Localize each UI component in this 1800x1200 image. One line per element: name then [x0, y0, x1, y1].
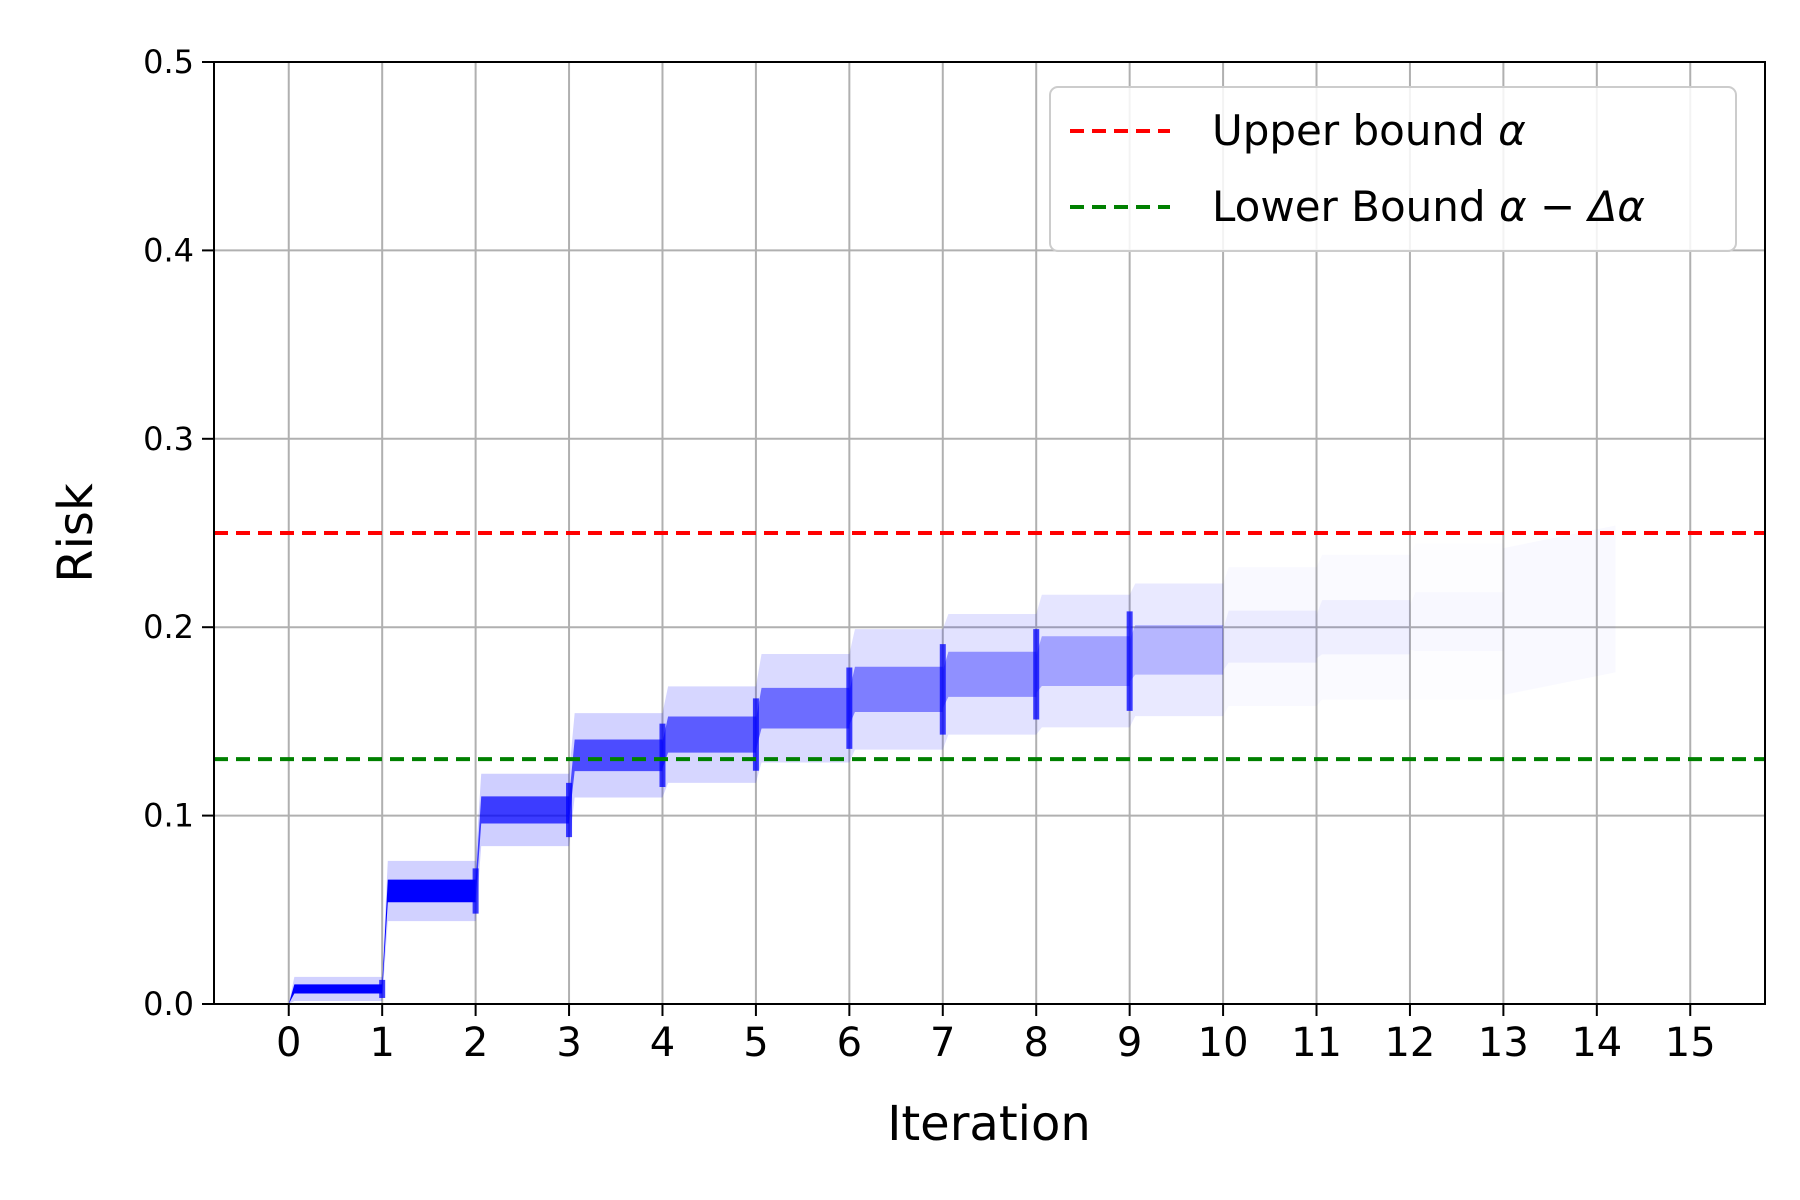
trajectory-band: [288, 525, 1615, 1004]
x-tick-label: 7: [930, 1020, 955, 1066]
reference-lines: [214, 531, 1765, 762]
x-tick-label: 10: [1198, 1020, 1249, 1066]
plot-frame: [213, 61, 1766, 1005]
x-tick-label: 13: [1478, 1020, 1529, 1066]
band-envelope-core: [382, 879, 476, 993]
y-tick-label: 0.1: [143, 797, 194, 835]
y-tick-label: 0.5: [143, 43, 194, 81]
x-tick-label: 11: [1291, 1020, 1342, 1066]
x-tick-label: 15: [1665, 1020, 1716, 1066]
band-envelope-core: [1316, 600, 1410, 659]
y-tick-label: 0.3: [143, 420, 194, 458]
band-envelope-core: [942, 651, 1037, 709]
x-tick-label: 6: [837, 1020, 862, 1066]
band-envelope-core: [1129, 624, 1224, 682]
y-tick-label: 0.0: [143, 985, 194, 1023]
band-envelope-core: [1223, 610, 1317, 671]
band-envelope-outer: [942, 614, 1037, 750]
y-axis: 0.0 0.1 0.2 0.3 0.4 0.5: [143, 43, 214, 1023]
legend: Upper bound α Lower Bound α − Δα: [1049, 86, 1737, 252]
x-tick-label: 8: [1023, 1020, 1048, 1066]
x-tick-label: 0: [276, 1020, 301, 1066]
x-tick-label: 12: [1384, 1020, 1435, 1066]
x-axis: 0 1 2 3 4 5 6 7 8 9 10 11 12 13 14 15: [276, 1004, 1716, 1066]
band-tail: [1503, 525, 1615, 695]
x-tick-label: 3: [556, 1020, 581, 1066]
y-axis-title: Risk: [48, 483, 104, 583]
legend-label-upper: Upper bound α: [1212, 106, 1526, 155]
band-envelope-outer: [849, 629, 943, 763]
band-envelope-core: [849, 666, 943, 726]
band-envelope-outer: [1129, 583, 1224, 728]
x-tick-label: 14: [1571, 1020, 1622, 1066]
x-axis-title: Iteration: [887, 1096, 1091, 1152]
band-envelope-core: [662, 716, 756, 769]
band-envelope-core: [755, 687, 850, 750]
band-envelope-outer: [1036, 594, 1130, 735]
x-tick-label: 2: [463, 1020, 488, 1066]
band-envelope-core: [1410, 592, 1503, 651]
legend-label-lower: Lower Bound α − Δα: [1212, 182, 1645, 231]
x-tick-label: 4: [650, 1020, 675, 1066]
x-tick-label: 9: [1117, 1020, 1142, 1066]
y-tick-label: 0.4: [143, 231, 194, 269]
y-tick-label: 0.2: [143, 608, 194, 646]
band-envelope-core: [1036, 636, 1130, 694]
x-tick-label: 1: [369, 1020, 394, 1066]
band-envelope-core: [475, 796, 570, 901]
band-envelope-core: [288, 984, 383, 1004]
legend-box: [1049, 86, 1737, 252]
x-tick-label: 5: [743, 1020, 768, 1066]
